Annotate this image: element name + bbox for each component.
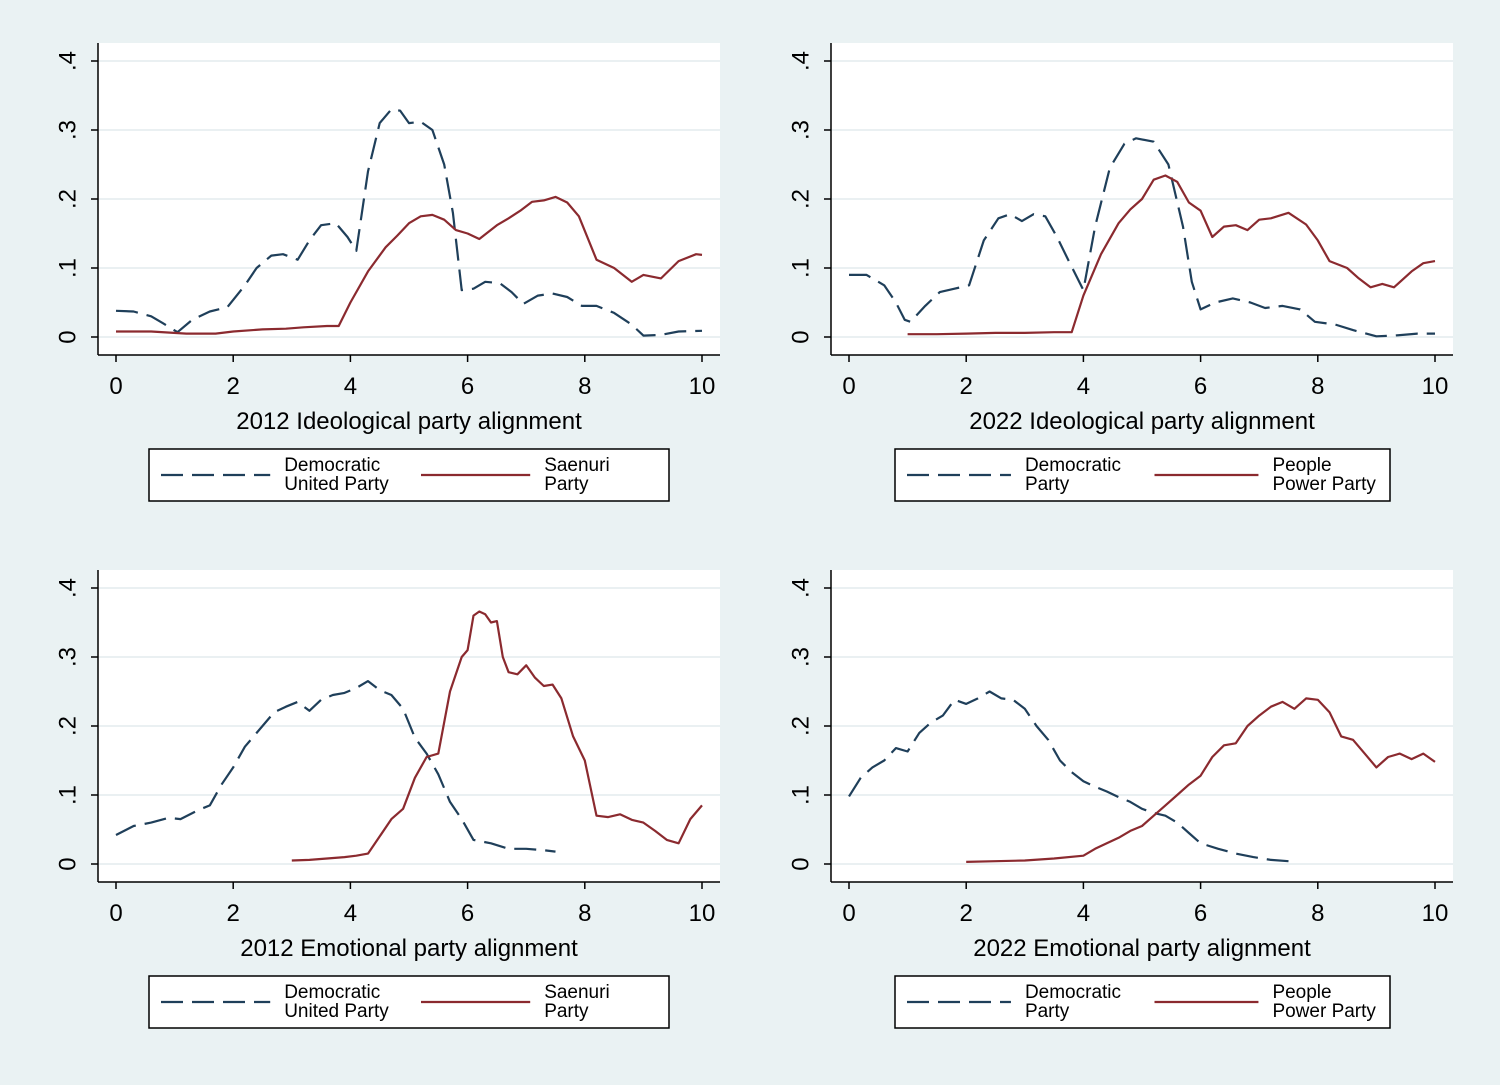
x-axis-title: 2012 Ideological party alignment: [236, 408, 582, 435]
y-tick-label: .3: [788, 647, 815, 667]
chart-panel-4: 0 .1 .2 .3 .4 0 2 4 6 8 10 2022 Emotional party ali…: [788, 570, 1453, 1029]
chart-panel-3: 0 .1 .2 .3 .4 0 2 4 6 8 10 2012 Emotional party ali…: [55, 570, 720, 1029]
legend-label-1: Democratic: [284, 982, 380, 1003]
y-tick-label: .2: [55, 189, 82, 209]
x-tick-label: 8: [1311, 373, 1324, 400]
x-tick-label: 6: [1194, 373, 1207, 400]
x-tick-label: 10: [1422, 373, 1449, 400]
y-tick-label: .4: [55, 51, 82, 71]
legend-label-1: Party: [1025, 474, 1070, 495]
x-tick-label: 4: [344, 373, 357, 400]
x-tick-label: 4: [1077, 900, 1090, 927]
x-tick-label: 10: [1422, 900, 1449, 927]
y-tick-label: .1: [788, 258, 815, 278]
x-tick-label: 0: [109, 900, 122, 927]
legend-label-2: People: [1272, 455, 1331, 476]
legend-label-1: United Party: [284, 1001, 389, 1022]
x-tick-label: 2: [227, 373, 240, 400]
series-line-1: [115, 108, 703, 337]
x-tick-label: 0: [109, 373, 122, 400]
x-tick-label: 4: [1077, 373, 1090, 400]
y-tick-label: .2: [55, 716, 82, 736]
legend-label-1: United Party: [284, 474, 389, 495]
x-tick-label: 6: [461, 373, 474, 400]
series-line-1: [848, 690, 1289, 863]
x-axis-title: 2022 Ideological party alignment: [969, 408, 1315, 435]
series-line-2: [907, 174, 1436, 336]
y-tick-label: 0: [788, 857, 815, 870]
y-tick-label: .2: [788, 716, 815, 736]
legend-label-2: Saenuri: [544, 455, 610, 476]
legend-label-2: Power Party: [1272, 1001, 1376, 1022]
x-tick-label: 4: [344, 900, 357, 927]
y-tick-label: 0: [55, 857, 82, 870]
legend-label-1: Party: [1025, 1001, 1070, 1022]
y-tick-label: .4: [788, 578, 815, 598]
x-tick-label: 8: [578, 900, 591, 927]
y-tick-label: .1: [55, 785, 82, 805]
x-tick-label: 6: [461, 900, 474, 927]
legend-label-2: People: [1272, 982, 1331, 1003]
x-tick-label: 0: [842, 373, 855, 400]
legend-label-2: Saenuri: [544, 982, 610, 1003]
series-line-2: [116, 195, 703, 335]
x-tick-label: 2: [960, 373, 973, 400]
x-axis-title: 2012 Emotional party alignment: [240, 935, 578, 962]
y-tick-label: .3: [55, 647, 82, 667]
y-tick-label: 0: [788, 330, 815, 343]
y-tick-label: .3: [55, 120, 82, 140]
x-axis-title: 2022 Emotional party alignment: [973, 935, 1311, 962]
y-tick-label: .3: [788, 120, 815, 140]
x-tick-label: 8: [1311, 900, 1324, 927]
chart-panel-1: 0 .1 .2 .3 .4 0 2 4 6 8 10 2012 Ideological party a…: [55, 43, 720, 502]
legend-label-2: Power Party: [1272, 474, 1376, 495]
legend-label-1: Democratic: [284, 455, 380, 476]
series-line-2: [966, 697, 1436, 863]
legend-label-1: Democratic: [1025, 455, 1121, 476]
legend-label-2: Party: [544, 1001, 589, 1022]
x-tick-label: 6: [1194, 900, 1207, 927]
x-tick-label: 2: [227, 900, 240, 927]
x-tick-label: 8: [578, 373, 591, 400]
x-tick-label: 10: [689, 373, 716, 400]
series-line-1: [115, 679, 556, 853]
legend-label-2: Party: [544, 474, 589, 495]
y-tick-label: 0: [55, 330, 82, 343]
y-tick-label: .1: [55, 258, 82, 278]
x-tick-label: 10: [689, 900, 716, 927]
y-tick-label: .2: [788, 189, 815, 209]
legend-label-1: Democratic: [1025, 982, 1121, 1003]
x-tick-label: 2: [960, 900, 973, 927]
y-tick-label: .4: [55, 578, 82, 598]
x-tick-label: 0: [842, 900, 855, 927]
series-line-2: [291, 610, 703, 862]
y-tick-label: .4: [788, 51, 815, 71]
y-tick-label: .1: [788, 785, 815, 805]
chart-panel-2: 0 .1 .2 .3 .4 0 2 4 6 8 10 2022 Ideological party a…: [788, 43, 1453, 502]
